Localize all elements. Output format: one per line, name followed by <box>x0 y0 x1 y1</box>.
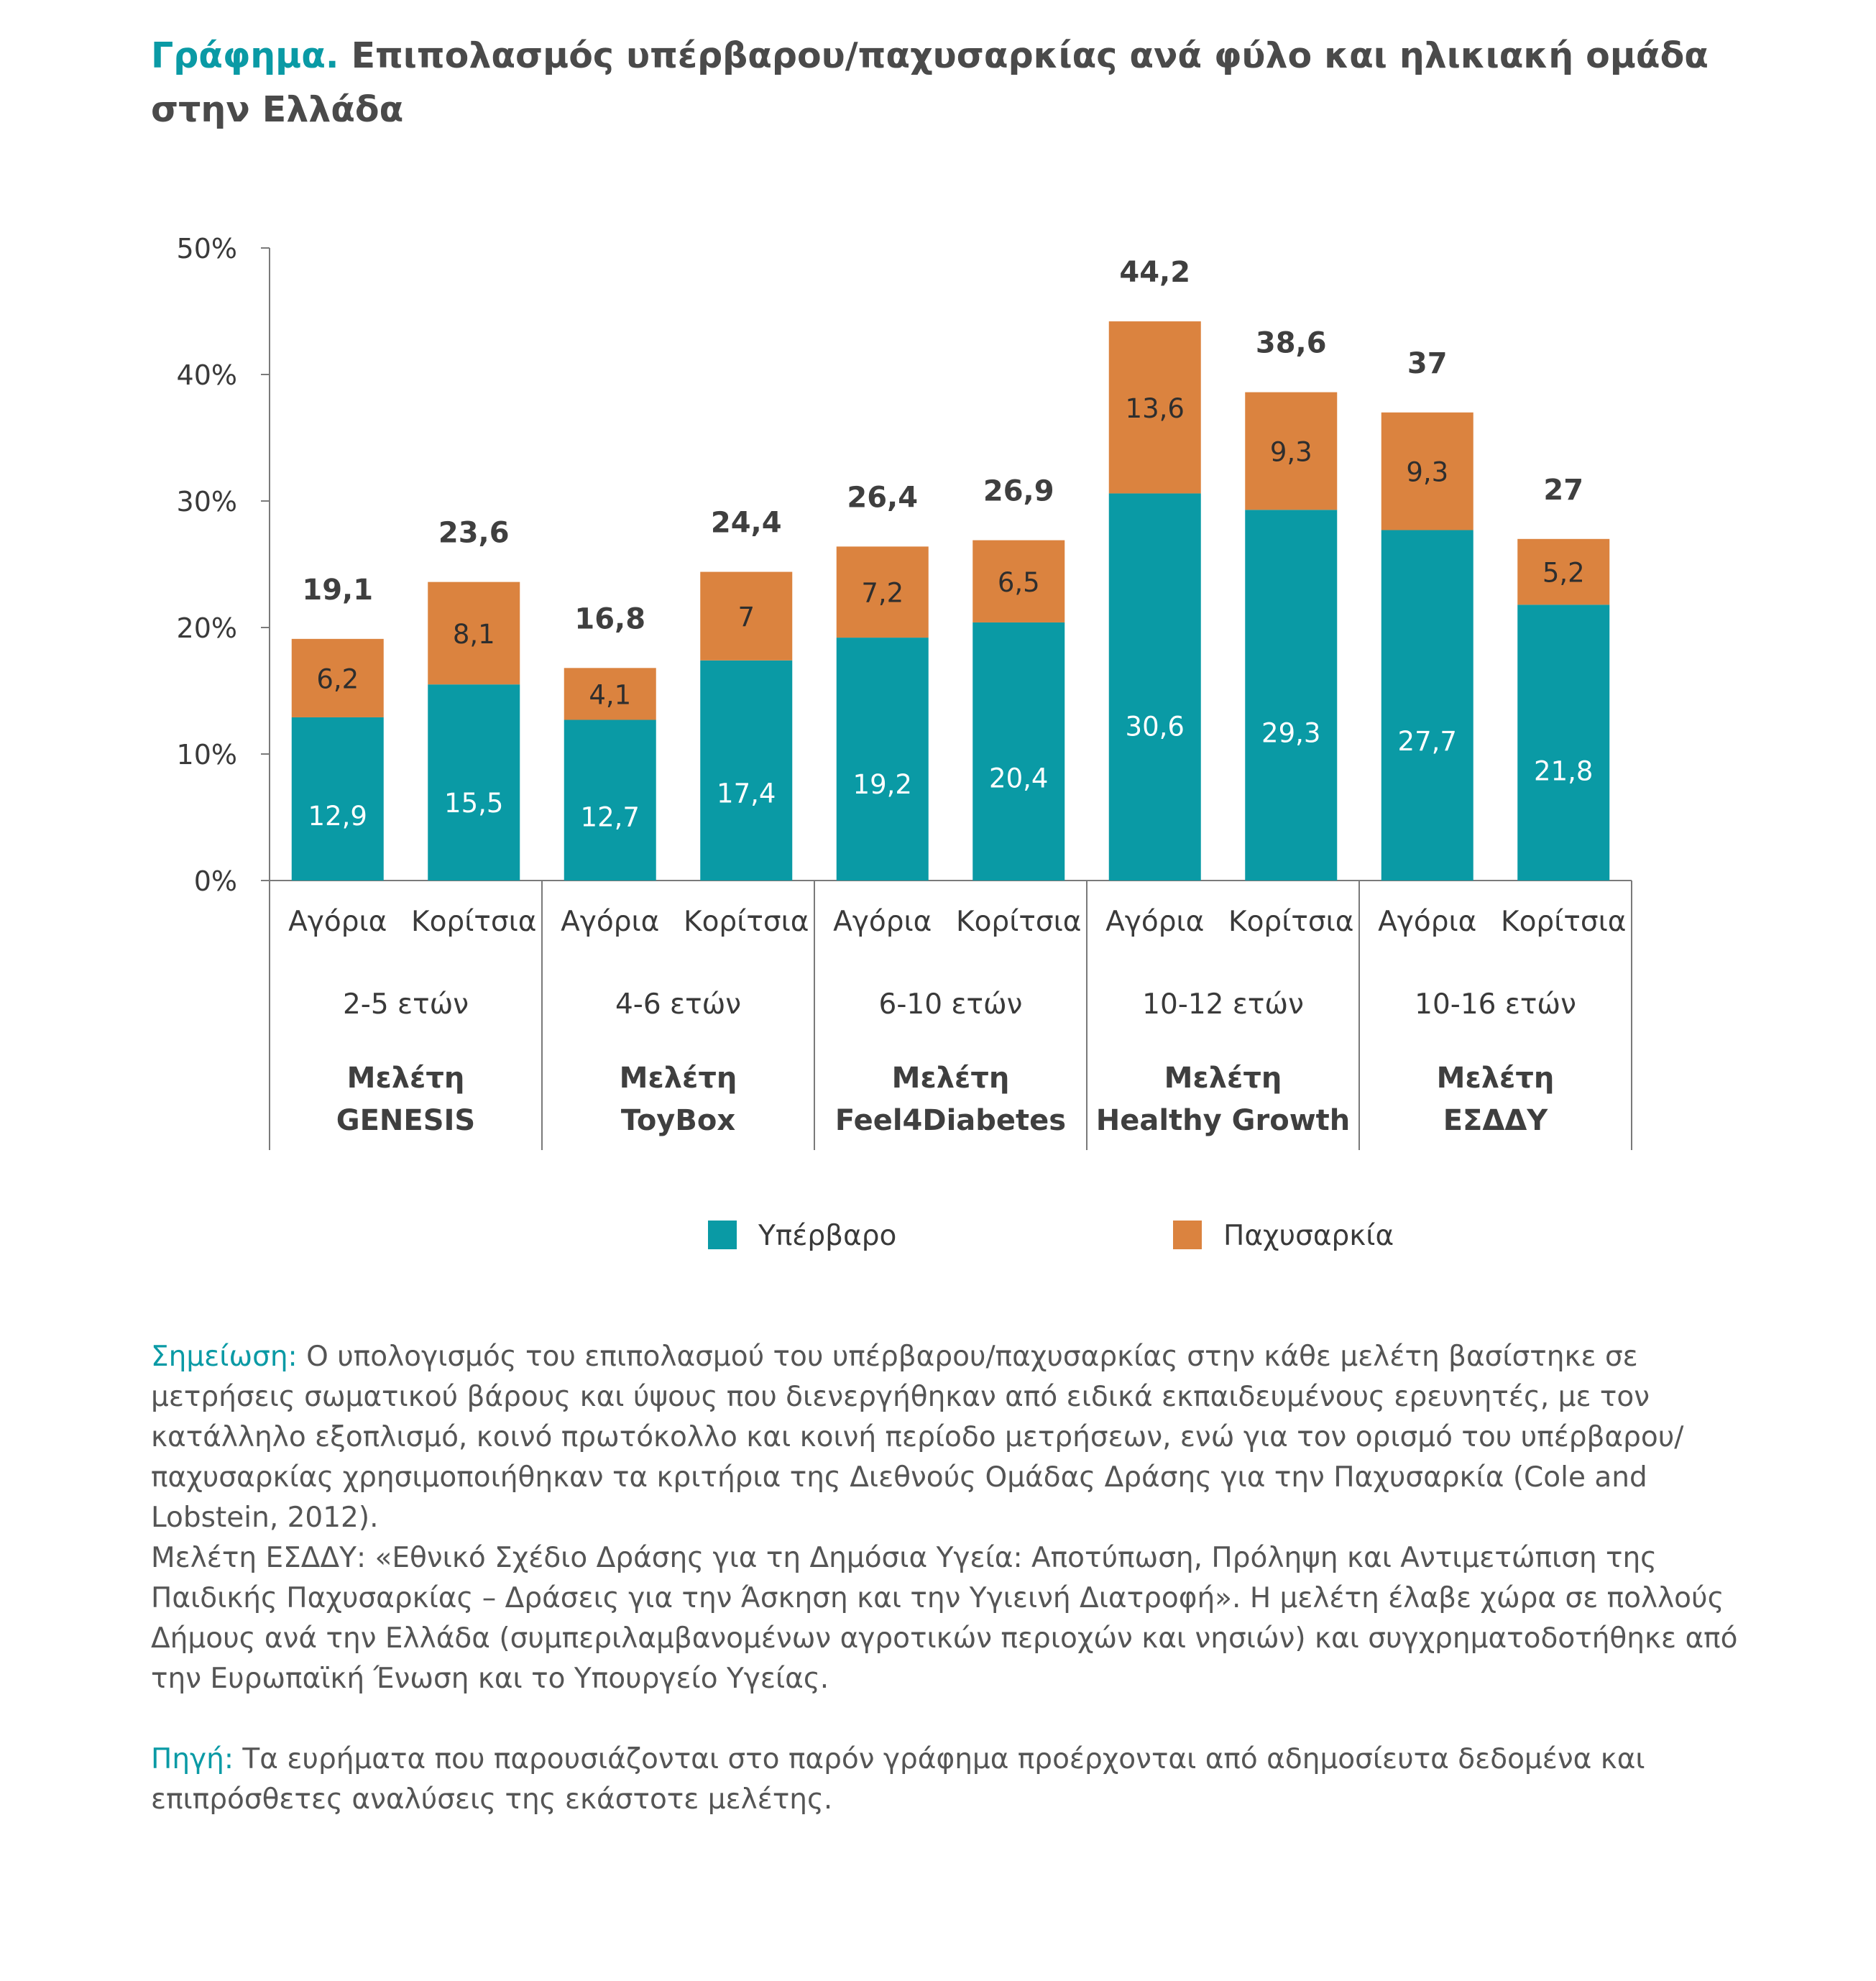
overweight-value-label: 29,3 <box>1261 718 1320 749</box>
study-label: Μελέτη <box>347 1062 465 1095</box>
legend-overweight-swatch <box>708 1221 737 1249</box>
overweight-value-label: 27,7 <box>1398 726 1457 757</box>
bar-overweight <box>1108 493 1201 881</box>
total-value-label: 44,2 <box>1119 256 1190 289</box>
obesity-value-label: 6,2 <box>316 663 359 694</box>
category-label: Αγόρια <box>1105 906 1204 938</box>
bar-overweight <box>1381 530 1473 881</box>
category-label: Κορίτσια <box>956 906 1082 938</box>
study-name-label: GENESIS <box>336 1104 475 1137</box>
study-label: Μελέτη <box>1437 1062 1555 1095</box>
overweight-value-label: 12,7 <box>581 802 640 833</box>
bar-obesity <box>428 582 520 685</box>
bar-obesity <box>291 638 384 717</box>
study-name-label: Healthy Growth <box>1096 1104 1351 1137</box>
category-label: Αγόρια <box>833 906 932 938</box>
bar-obesity <box>700 571 793 661</box>
category-label: Κορίτσια <box>1501 906 1627 938</box>
study-name-label: Feel4Diabetes <box>835 1104 1066 1137</box>
total-value-label: 16,8 <box>574 602 645 635</box>
category-label: Αγόρια <box>561 906 659 938</box>
source-note: Πηγή: Τα ευρήματα που παρουσιάζονται στο… <box>151 1739 1761 1820</box>
legend-overweight-label: Υπέρβαρο <box>758 1220 896 1252</box>
total-value-label: 37 <box>1407 347 1448 380</box>
total-value-label: 23,6 <box>438 517 510 550</box>
bar-overweight <box>1245 510 1338 881</box>
y-tick-label: 50% <box>177 233 237 265</box>
legend-obesity-swatch <box>1173 1221 1202 1249</box>
age-group-label: 10-16 ετών <box>1415 988 1576 1021</box>
category-label: Κορίτσια <box>684 906 809 938</box>
study-label: Μελέτη <box>620 1062 737 1095</box>
note-label: Σημείωση: <box>151 1341 298 1373</box>
obesity-value-label: 5,2 <box>1542 558 1585 589</box>
bar-obesity <box>1381 412 1473 530</box>
source-text: Τα ευρήματα που παρουσιάζονται στο παρόν… <box>151 1743 1645 1816</box>
obesity-value-label: 4,1 <box>589 679 631 710</box>
y-tick-label: 20% <box>177 612 237 644</box>
chart-title: Γράφημα. Επιπολασμός υπέρβαρου/παχυσαρκί… <box>151 29 1768 137</box>
study-label: Μελέτη <box>1164 1062 1282 1095</box>
age-group-label: 10-12 ετών <box>1142 988 1304 1021</box>
study-note: Μελέτη ΕΣΔΔΥ: «Εθνικό Σχέδιο Δράσης για … <box>151 1538 1761 1699</box>
overweight-value-label: 12,9 <box>308 801 367 832</box>
category-label: Κορίτσια <box>411 906 537 938</box>
total-value-label: 26,9 <box>983 475 1054 508</box>
bar-overweight <box>564 720 656 881</box>
bar-obesity <box>1245 392 1338 510</box>
note-paragraph: Σημείωση: Ο υπολογισμός του επιπολασμού … <box>151 1337 1761 1538</box>
overweight-value-label: 17,4 <box>717 778 776 809</box>
study-label: Μελέτη <box>892 1062 1010 1095</box>
total-value-label: 27 <box>1543 474 1583 507</box>
overweight-value-label: 21,8 <box>1534 756 1593 787</box>
y-tick-label: 10% <box>177 739 237 771</box>
source-label: Πηγή: <box>151 1743 234 1775</box>
obesity-value-label: 9,3 <box>1270 436 1312 467</box>
obesity-value-label: 9,3 <box>1406 457 1448 488</box>
bar-overweight <box>973 622 1065 881</box>
overweight-value-label: 30,6 <box>1126 712 1185 743</box>
total-value-label: 24,4 <box>711 507 782 540</box>
bar-overweight <box>1517 605 1610 881</box>
obesity-value-label: 6,5 <box>998 567 1040 598</box>
bar-obesity <box>564 668 656 720</box>
y-tick-label: 0% <box>194 865 237 897</box>
overweight-value-label: 20,4 <box>989 763 1048 794</box>
study-name-label: ToyBox <box>621 1104 735 1137</box>
bar-obesity <box>1517 538 1610 605</box>
bar-overweight <box>836 638 929 881</box>
y-tick-label: 40% <box>177 359 237 391</box>
bar-overweight <box>700 660 793 881</box>
obesity-value-label: 7 <box>737 602 755 633</box>
category-label: Κορίτσια <box>1228 906 1354 938</box>
overweight-value-label: 19,2 <box>853 769 912 800</box>
overweight-value-label: 15,5 <box>444 788 503 819</box>
study-note-text: Μελέτη ΕΣΔΔΥ: «Εθνικό Σχέδιο Δράσης για … <box>151 1542 1738 1695</box>
bar-overweight <box>428 684 520 881</box>
category-label: Αγόρια <box>288 906 387 938</box>
legend-obesity-label: Παχυσαρκία <box>1223 1220 1394 1252</box>
age-group-label: 4-6 ετών <box>615 988 741 1021</box>
age-group-label: 2-5 ετών <box>343 988 469 1021</box>
total-value-label: 19,1 <box>302 574 373 607</box>
chart-title-lead: Γράφημα. <box>151 35 339 76</box>
total-value-label: 38,6 <box>1256 327 1327 360</box>
study-name-label: ΕΣΔΔΥ <box>1443 1104 1549 1137</box>
obesity-value-label: 7,2 <box>861 578 903 609</box>
age-group-label: 6-10 ετών <box>879 988 1023 1021</box>
total-value-label: 26,4 <box>847 481 918 514</box>
stacked-bar-chart: 0% 10% 20% 30% 40% 50% 12,9 6,2 19,1 Αγόρια 15,5 8,… <box>177 233 1632 1252</box>
bar-obesity <box>973 540 1065 622</box>
bar-obesity <box>1108 321 1201 494</box>
category-label: Αγόρια <box>1378 906 1476 938</box>
y-tick-label: 30% <box>177 486 237 518</box>
bar-obesity <box>836 546 929 638</box>
note-text: Ο υπολογισμός του επιπολασμού του υπέρβα… <box>151 1341 1684 1534</box>
bar-overweight <box>291 717 384 881</box>
obesity-value-label: 13,6 <box>1126 393 1185 424</box>
obesity-value-label: 8,1 <box>453 619 495 650</box>
chart-title-text: Επιπολασμός υπέρβαρου/παχυσαρκίας ανά φύ… <box>151 35 1709 130</box>
